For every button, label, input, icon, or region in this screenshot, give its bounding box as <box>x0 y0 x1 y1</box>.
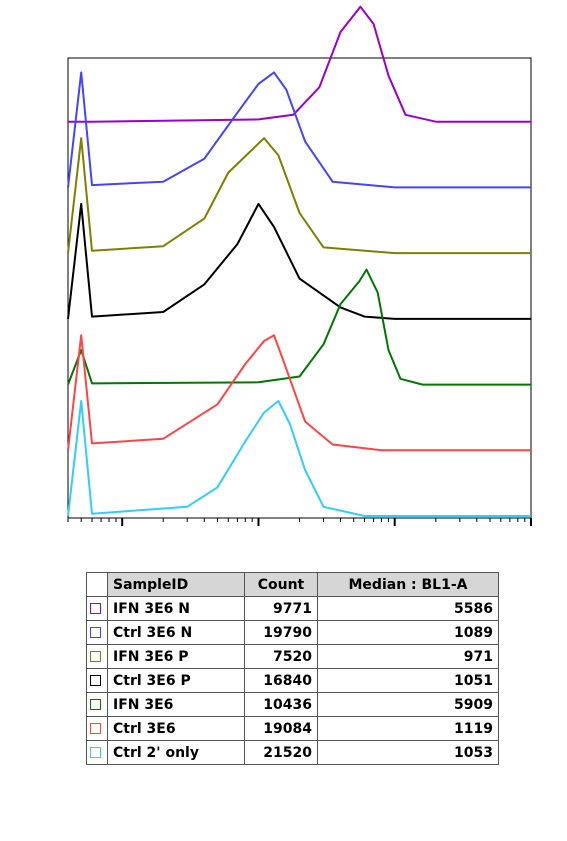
table-header-row: SampleID Count Median : BL1-A <box>86 572 499 597</box>
series-swatch-cell <box>86 668 108 693</box>
median-header: Median : BL1-A <box>317 572 499 597</box>
count-cell: 7520 <box>244 644 318 669</box>
histogram-plot <box>67 5 532 526</box>
table-row: Ctrl 3E6 N 19790 1089 <box>86 620 499 645</box>
series-swatch <box>90 675 101 686</box>
count-cell: 16840 <box>244 668 318 693</box>
series-swatch <box>90 627 101 638</box>
table-body: IFN 3E6 N 9771 5586 Ctrl 3E6 N 19790 1089 IFN … <box>86 596 499 765</box>
series-swatch <box>90 747 101 758</box>
median-cell: 5586 <box>317 596 499 621</box>
median-cell: 1119 <box>317 716 499 741</box>
median-cell: 1089 <box>317 620 499 645</box>
count-cell: 19790 <box>244 620 318 645</box>
median-cell: 5909 <box>317 692 499 717</box>
series-line <box>67 5 532 123</box>
table-row: IFN 3E6 10436 5909 <box>86 692 499 717</box>
sample-id-cell: IFN 3E6 P <box>107 644 245 669</box>
series-swatch <box>90 651 101 662</box>
series-swatch-cell <box>86 716 108 741</box>
series-line <box>67 202 532 320</box>
series-swatch-cell <box>86 596 108 621</box>
count-cell: 21520 <box>244 740 318 765</box>
series-layer <box>67 5 532 517</box>
count-cell: 19084 <box>244 716 318 741</box>
median-cell: 971 <box>317 644 499 669</box>
series-line <box>67 268 532 386</box>
sampleid-header: SampleID <box>107 572 245 597</box>
median-cell: 1053 <box>317 740 499 765</box>
count-cell: 10436 <box>244 692 318 717</box>
series-swatch <box>90 723 101 734</box>
x-axis <box>67 518 532 526</box>
table-row: Ctrl 3E6 P 16840 1051 <box>86 668 499 693</box>
count-cell: 9771 <box>244 596 318 621</box>
count-header: Count <box>244 572 318 597</box>
table-row: Ctrl 3E6 19084 1119 <box>86 716 499 741</box>
sample-id-cell: IFN 3E6 N <box>107 596 245 621</box>
series-swatch <box>90 699 101 710</box>
series-swatch <box>90 603 101 614</box>
sample-id-cell: IFN 3E6 <box>107 692 245 717</box>
series-line <box>67 71 532 189</box>
series-line <box>67 334 532 452</box>
swatch-header <box>86 572 108 597</box>
series-line <box>67 137 532 255</box>
table-row: IFN 3E6 P 7520 971 <box>86 644 499 669</box>
sample-id-cell: Ctrl 2' only <box>107 740 245 765</box>
table-row: Ctrl 2' only 21520 1053 <box>86 740 499 765</box>
sample-id-cell: Ctrl 3E6 P <box>107 668 245 693</box>
series-swatch-cell <box>86 740 108 765</box>
series-swatch-cell <box>86 620 108 645</box>
series-swatch-cell <box>86 692 108 717</box>
series-line <box>67 400 531 517</box>
table-row: IFN 3E6 N 9771 5586 <box>86 596 499 621</box>
sample-id-cell: Ctrl 3E6 N <box>107 620 245 645</box>
median-cell: 1051 <box>317 668 499 693</box>
sample-id-cell: Ctrl 3E6 <box>107 716 245 741</box>
series-swatch-cell <box>86 644 108 669</box>
